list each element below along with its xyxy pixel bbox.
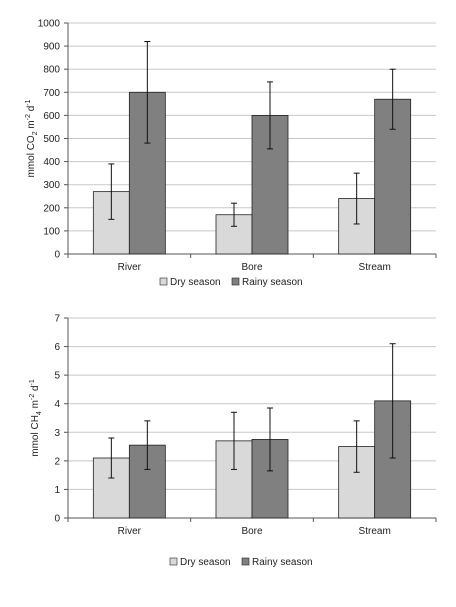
legend-swatch [169,557,178,566]
y-tick-label: 500 [43,134,60,145]
chart-2: 0 1 2 3 4 5 6 7 River Bore Stream mmol CH4 m-2 d-1 D… [29,314,437,568]
y-tick-label: 900 [43,42,60,53]
x-category-label: River [118,262,142,273]
y-tick-label: 300 [43,180,60,191]
y-axis-label: mmol CH4 m-2 d-1 [29,379,43,457]
y-tick-label: 2 [54,456,60,467]
legend-swatch [231,277,240,286]
legend-swatch [241,557,250,566]
y-tick-label: 100 [43,226,60,237]
y-tick-label: 6 [54,342,60,353]
legend-swatch [159,277,168,286]
y-tick-label: 3 [54,428,60,439]
y-tick-label: 5 [54,371,60,382]
y-tick-label: 1 [54,485,60,496]
y-tick-label: 800 [43,65,60,76]
x-category-label: Bore [241,526,263,537]
y-tick-label: 200 [43,203,60,214]
x-category-label: Bore [241,262,263,273]
y-tick-label: 0 [54,250,60,261]
y-tick-label: 4 [54,399,60,410]
legend-label: Dry season [170,277,221,288]
y-tick-label: 7 [54,314,60,325]
y-axis-label: mmol CO2 m-2 d-1 [25,99,39,177]
y-tick-label: 700 [43,88,60,99]
y-tick-label: 0 [54,514,60,525]
y-tick-label: 400 [43,157,60,168]
x-category-label: River [118,526,142,537]
x-category-label: Stream [359,526,391,537]
y-tick-label: 600 [43,111,60,122]
bar-dry-season-bore [215,440,253,519]
chart-1: 0 100 200 300 400 500 600 700 800 900 1000 River Bor… [25,19,437,288]
x-category-label: Stream [359,262,391,273]
legend: Dry season Rainy season [169,557,313,568]
legend: Dry season Rainy season [159,277,303,288]
y-tick-label: 1000 [38,19,61,30]
legend-label: Rainy season [252,557,313,568]
legend-label: Dry season [180,557,231,568]
legend-label: Rainy season [242,277,303,288]
